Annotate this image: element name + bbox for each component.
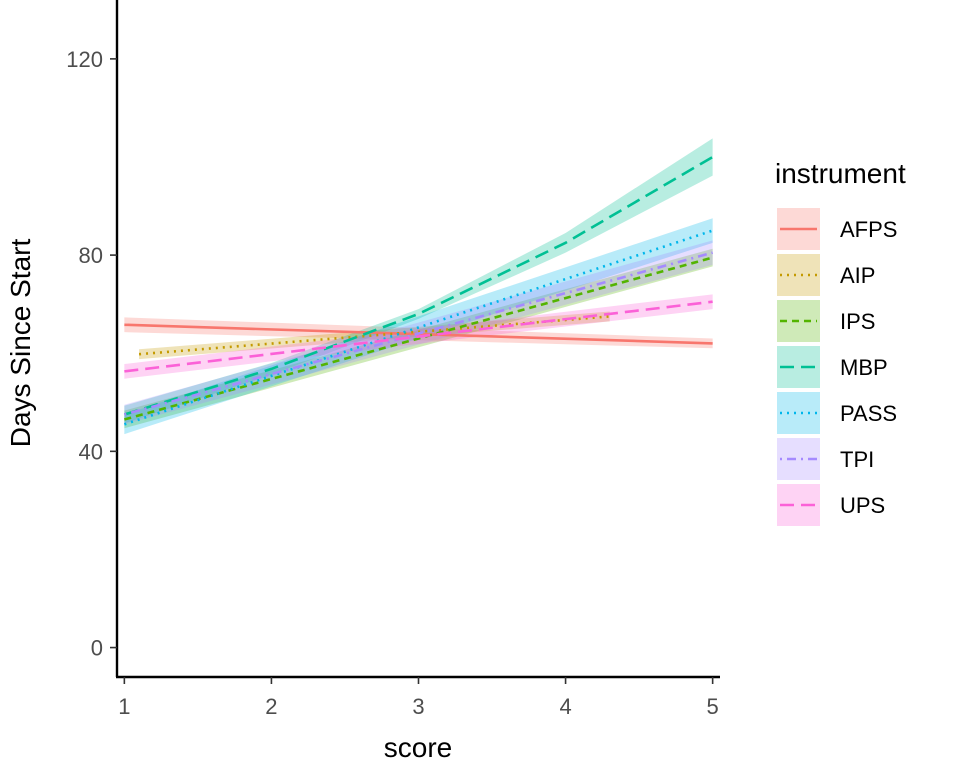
legend-label-mbp: MBP (840, 355, 888, 380)
band-pass (124, 218, 713, 435)
line-ups (124, 300, 713, 373)
legend: instrument AFPS AIP IPS MBP PASS TPI UPS (775, 158, 906, 526)
legend-key-pass (777, 392, 820, 434)
band-aip (139, 311, 610, 360)
line-mbp (123, 155, 714, 416)
legend-label-aip: AIP (840, 263, 875, 288)
line-tpi (124, 251, 713, 416)
legend-title: instrument (775, 158, 906, 189)
legend-label-afps: AFPS (840, 217, 897, 242)
y-tick-label: 120 (66, 47, 103, 72)
y-ticks: 0 40 80 120 (66, 47, 117, 661)
x-axis-title: score (384, 732, 452, 763)
legend-label-pass: PASS (840, 401, 897, 426)
y-axis-title: Days Since Start (5, 239, 36, 448)
line-ips (124, 256, 713, 421)
x-tick-label: 5 (707, 694, 719, 719)
line-pass (123, 229, 714, 426)
band-mbp (124, 138, 713, 424)
y-tick-label: 0 (91, 636, 103, 661)
series-lines (123, 155, 714, 426)
x-tick-label: 1 (118, 694, 130, 719)
x-tick-label: 3 (412, 694, 424, 719)
legend-label-ups: UPS (840, 493, 885, 518)
y-tick-label: 80 (79, 243, 103, 268)
x-tick-label: 4 (559, 694, 571, 719)
legend-key-aip (777, 254, 820, 296)
legend-label-ips: IPS (840, 309, 875, 334)
y-tick-label: 40 (79, 439, 103, 464)
x-ticks: 1 2 3 4 5 (118, 677, 719, 719)
legend-label-tpi: TPI (840, 447, 874, 472)
x-tick-label: 2 (265, 694, 277, 719)
